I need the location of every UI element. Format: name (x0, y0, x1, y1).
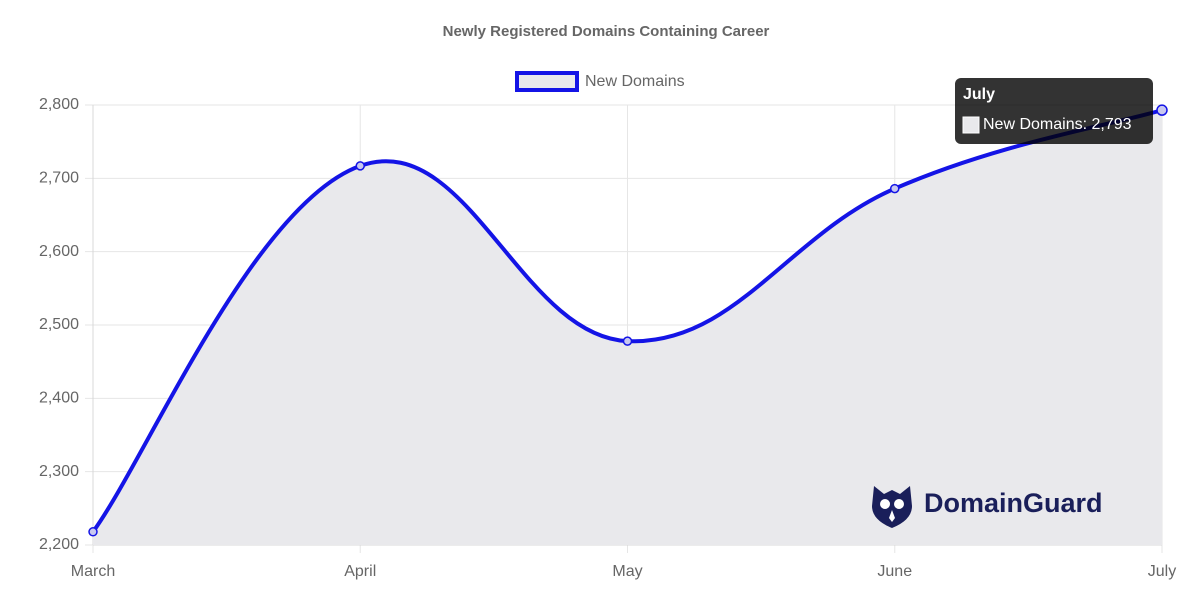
legend-label: New Domains (585, 73, 685, 90)
watermark-text: DomainGuard (924, 488, 1103, 518)
watermark: DomainGuard (872, 486, 1103, 528)
y-tick-label: 2,600 (39, 243, 79, 260)
logo-icon (872, 486, 912, 528)
logo-eye (894, 499, 904, 509)
chart-title: Newly Registered Domains Containing Care… (443, 23, 770, 40)
x-tick-label: May (612, 563, 642, 580)
tooltip-title: July (963, 86, 995, 103)
data-point (890, 183, 900, 194)
tooltip-box (955, 78, 1153, 144)
y-tick-label: 2,800 (39, 96, 79, 113)
tooltip-swatch (962, 116, 980, 134)
x-tick-label: April (344, 563, 376, 580)
y-tick-label: 2,200 (39, 536, 79, 553)
data-point (622, 336, 633, 346)
data-line (91, 108, 1163, 533)
y-tick-label: 2,700 (39, 170, 79, 187)
y-tick-label: 2,400 (39, 390, 79, 407)
x-tick-label: March (71, 563, 115, 580)
y-tick-label: 2,300 (39, 463, 79, 480)
legend-swatch (515, 71, 579, 92)
x-tick-label: June (877, 563, 912, 580)
tooltip: July New Domains: 2,793 (955, 78, 1153, 144)
area-fill (93, 110, 1162, 545)
tooltip-text: New Domains: 2,793 (983, 116, 1132, 133)
data-point (1156, 104, 1168, 116)
data-point (355, 161, 365, 171)
y-tick-label: 2,500 (39, 316, 79, 333)
logo-eye (880, 499, 890, 509)
x-tick-label: July (1148, 563, 1176, 580)
data-point (88, 527, 98, 537)
logo-beak (889, 510, 895, 522)
